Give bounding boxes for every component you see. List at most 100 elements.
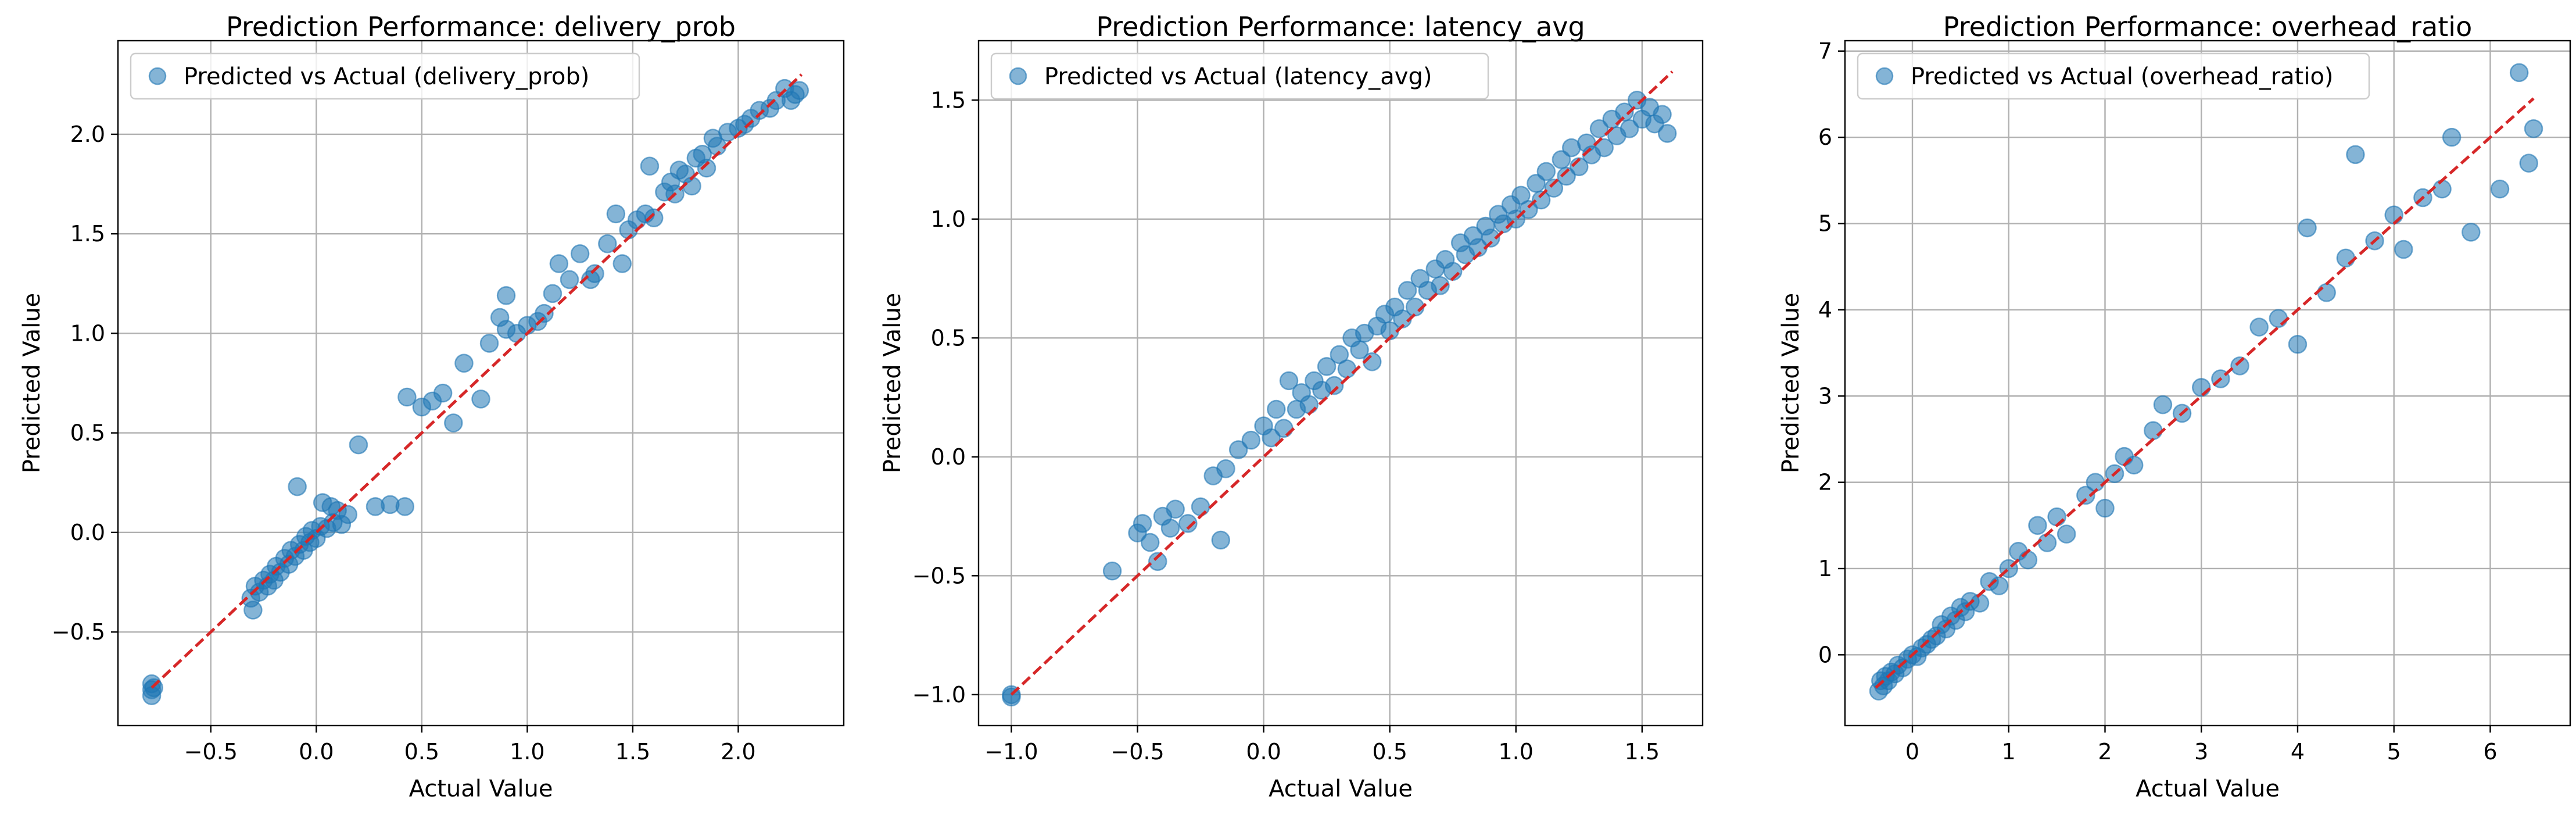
scatter-point <box>1557 166 1576 186</box>
legend: Predicted vs Actual (latency_avg) <box>990 52 1489 100</box>
y-tick-label: 1.5 <box>70 221 105 247</box>
scatter-point <box>2153 395 2173 415</box>
scatter-point <box>1481 228 1500 248</box>
scatter-point <box>543 284 563 303</box>
reference-line <box>151 73 803 689</box>
y-tick-label: −0.5 <box>52 619 105 645</box>
chart-title: Prediction Performance: latency_avg <box>1096 11 1585 42</box>
scatter-point <box>2490 179 2510 199</box>
scatter-point <box>496 286 516 305</box>
scatter-point <box>2095 498 2115 518</box>
scatter-point <box>697 158 716 178</box>
scatter-point <box>479 334 499 353</box>
scatter-point <box>2288 334 2308 354</box>
scatter-point <box>1589 119 1609 138</box>
scatter-point <box>2394 240 2413 259</box>
legend-label: Predicted vs Actual (overhead_ratio) <box>1911 63 2334 90</box>
scatter-point <box>585 264 604 283</box>
y-tick-label: −0.5 <box>912 563 966 588</box>
scatter-point <box>1241 430 1261 450</box>
scatter-point <box>1267 399 1286 419</box>
scatter-point <box>1657 124 1677 143</box>
scatter-point <box>2519 153 2538 173</box>
scatter-point <box>2076 485 2095 505</box>
scatter-point <box>1398 281 1417 300</box>
x-axis-label: Actual Value <box>2136 776 2280 802</box>
scatter-point <box>2432 179 2452 199</box>
scatter-point <box>1531 190 1551 210</box>
scatter-point <box>2144 421 2163 440</box>
legend-box <box>1857 52 2370 100</box>
legend-box <box>990 52 1489 100</box>
chart-title: Prediction Performance: overhead_ratio <box>1943 11 2472 42</box>
scatter-point <box>2028 516 2047 535</box>
scatter-point <box>1595 138 1614 158</box>
scatter-point <box>2346 145 2365 165</box>
x-tick-label: 6 <box>2483 739 2497 765</box>
y-tick-label: 0.5 <box>931 325 966 351</box>
y-axis-label: Predicted Value <box>879 293 906 473</box>
scatter-point <box>1536 162 1556 181</box>
scatter-point <box>1970 594 1990 613</box>
y-tick-label: 7 <box>1818 38 1832 64</box>
x-tick-label: −0.5 <box>1110 739 1164 765</box>
scatter-point <box>433 383 453 403</box>
y-tick-label: 6 <box>1818 124 1832 150</box>
y-tick-label: 0.0 <box>931 444 966 470</box>
scatter-point <box>2524 119 2543 138</box>
x-tick-label: 1.5 <box>615 739 650 765</box>
x-tick-label: 1 <box>2002 739 2016 765</box>
x-tick-label: 4 <box>2291 739 2305 765</box>
scatter-point <box>606 204 626 224</box>
scatter-point <box>549 254 569 273</box>
y-tick-label: 1.5 <box>931 87 966 113</box>
scatter-point <box>612 254 632 273</box>
scatter-point <box>1002 687 1021 707</box>
legend-box <box>130 52 640 100</box>
legend-marker <box>1009 67 1027 85</box>
legend-label: Predicted vs Actual (delivery_prob) <box>184 63 589 90</box>
y-tick-label: 2 <box>1818 470 1832 495</box>
y-tick-label: 1.0 <box>70 320 105 346</box>
x-tick-label: −0.5 <box>184 739 238 765</box>
scatter-point <box>1299 395 1319 415</box>
scatter-point <box>454 353 474 373</box>
chart-2: −1.0 −0.5 0.0 0.5 1.0 1.5 −1.0 −0.5 0.0 0.5 1.0 1.5… <box>879 11 1704 802</box>
scatter-point <box>598 234 617 253</box>
scatter-point <box>2462 223 2481 242</box>
scatter-point <box>2317 283 2336 302</box>
chart-title: Prediction Performance: delivery_prob <box>226 11 736 42</box>
y-tick-label: 1.0 <box>931 206 966 232</box>
scatter-point <box>1133 514 1152 533</box>
scatter-point <box>1620 119 1639 138</box>
scatter-point <box>1148 552 1167 571</box>
scatter-point <box>2384 205 2403 224</box>
scatter-point <box>2056 524 2076 544</box>
scatter-point <box>395 497 415 516</box>
x-tick-label: 2 <box>2098 739 2112 765</box>
scatter-point <box>2124 455 2144 475</box>
x-tick-label: 1.0 <box>1499 739 1534 765</box>
scatter-point <box>790 81 809 100</box>
scatter-point <box>2269 309 2288 328</box>
scatter-point <box>1544 178 1564 198</box>
scatter-point <box>2509 63 2529 83</box>
scatter-point <box>1989 576 2009 595</box>
scatter-point <box>1653 105 1672 124</box>
scatter-point <box>1102 561 1122 581</box>
scatter-point <box>644 208 664 228</box>
y-tick-label: 5 <box>1818 211 1832 237</box>
legend-marker <box>1875 67 1894 85</box>
x-tick-label: 2.0 <box>721 739 755 765</box>
scatter-point <box>2336 248 2356 268</box>
scatter-point <box>570 244 590 263</box>
y-tick-label: 4 <box>1818 297 1832 323</box>
scatter-point <box>349 435 368 455</box>
y-tick-label: 0 <box>1818 642 1832 667</box>
x-tick-label: 0.5 <box>1372 739 1407 765</box>
scatter-point <box>1324 376 1344 395</box>
scatter-point <box>471 390 490 409</box>
x-tick-label: 0.5 <box>404 739 439 765</box>
scatter-point <box>1228 440 1248 459</box>
